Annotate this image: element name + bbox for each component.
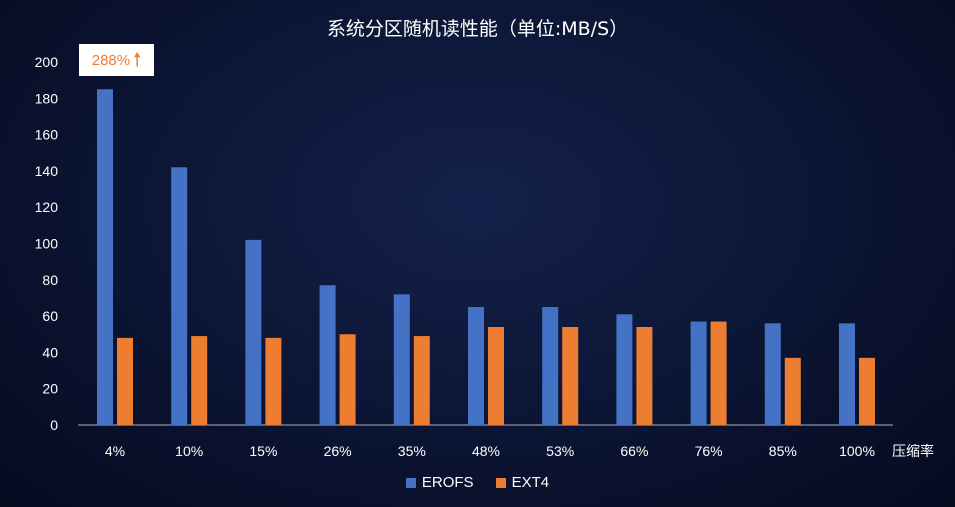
- bar-ext4-6: [562, 326, 579, 425]
- bar-ext4-3: [339, 334, 356, 425]
- y-tick-label: 60: [42, 308, 58, 324]
- increase-callout-label: 288%: [91, 51, 131, 69]
- bar-erofs-1: [171, 167, 188, 425]
- legend-label-ext4: EXT4: [511, 474, 550, 491]
- legend-item-erofs: EROFS: [405, 474, 474, 491]
- y-tick-label: 180: [35, 90, 59, 106]
- bar-erofs-10: [839, 323, 855, 425]
- y-tick-label: 0: [50, 417, 58, 433]
- increase-callout: 288% 🠕: [79, 44, 154, 76]
- bar-ext4-5: [488, 326, 504, 425]
- bar-ext4-10: [859, 357, 875, 425]
- y-tick-label: 100: [35, 236, 59, 252]
- y-tick-label: 200: [35, 54, 59, 70]
- bar-ext4-9: [784, 357, 801, 425]
- x-tick-label: 35%: [398, 443, 426, 459]
- y-tick-label: 20: [42, 381, 58, 397]
- bar-erofs-2: [245, 239, 262, 425]
- legend-swatch-ext4: [495, 477, 506, 488]
- x-tick-label: 66%: [620, 443, 648, 459]
- x-tick-label: 26%: [324, 443, 352, 459]
- bar-ext4-7: [636, 326, 653, 425]
- y-tick-label: 80: [42, 272, 58, 288]
- y-tick-label: 120: [35, 199, 59, 215]
- legend-swatch-erofs: [405, 477, 416, 488]
- up-arrow-icon: 🠕: [133, 49, 142, 71]
- legend-item-ext4: EXT4: [495, 474, 550, 491]
- y-tick-label: 140: [35, 163, 59, 179]
- x-axis-title: 压缩率: [892, 443, 934, 460]
- x-tick-label: 53%: [546, 443, 574, 459]
- bar-erofs-7: [616, 314, 633, 425]
- x-tick-label: 76%: [695, 443, 723, 459]
- bar-ext4-2: [265, 337, 282, 425]
- legend-label-erofs: EROFS: [421, 474, 474, 491]
- bar-ext4-4: [413, 336, 430, 425]
- legend: EROFS EXT4: [0, 474, 955, 491]
- bar-erofs-9: [764, 323, 781, 425]
- bar-erofs-8: [690, 321, 707, 425]
- bar-erofs-4: [393, 294, 410, 425]
- y-tick-label: 40: [42, 344, 58, 360]
- x-tick-label: 15%: [249, 443, 277, 459]
- x-tick-label: 48%: [472, 443, 500, 459]
- bar-erofs-6: [542, 307, 559, 425]
- y-tick-label: 160: [35, 127, 59, 143]
- x-tick-label: 100%: [839, 443, 875, 459]
- x-tick-label: 85%: [769, 443, 797, 459]
- bar-ext4-8: [710, 321, 727, 425]
- bar-erofs-3: [319, 285, 336, 425]
- bar-ext4-0: [117, 337, 133, 425]
- x-tick-label: 10%: [175, 443, 203, 459]
- chart-title: 系统分区随机读性能（单位:MB/S）: [326, 18, 629, 40]
- bar-ext4-1: [191, 336, 208, 425]
- bar-erofs-0: [97, 89, 113, 425]
- bar-erofs-5: [468, 307, 484, 425]
- x-tick-label: 4%: [105, 443, 125, 459]
